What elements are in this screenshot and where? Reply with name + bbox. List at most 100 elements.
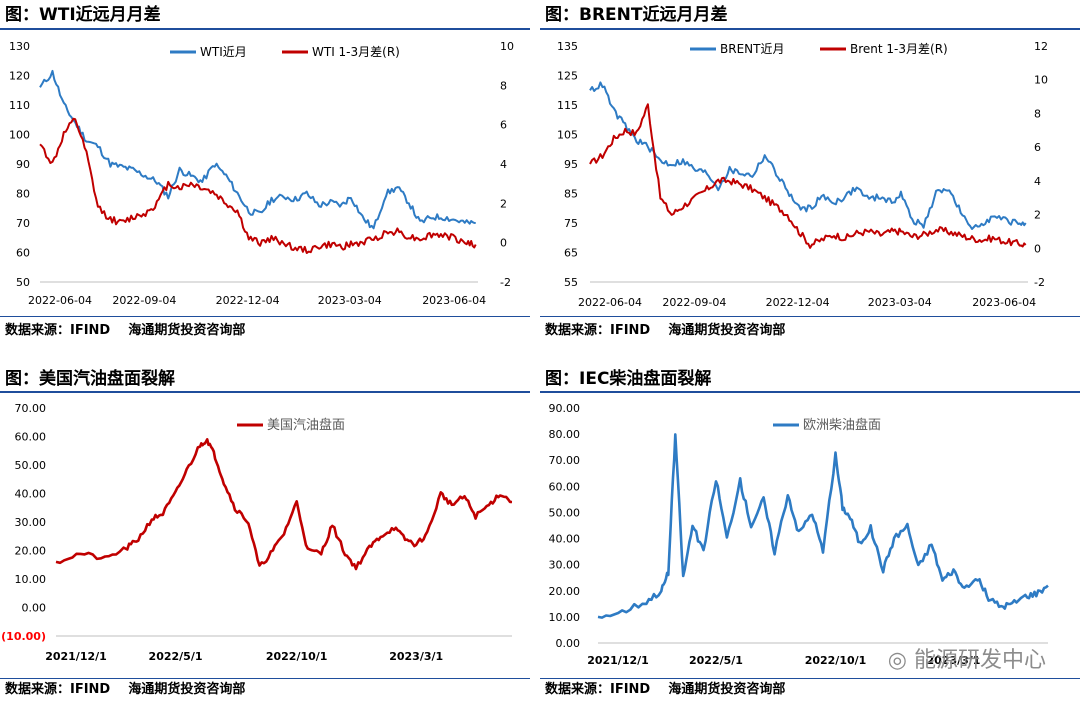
y-left-tick-label: 75 bbox=[564, 217, 578, 230]
y-left-tick-label: 55 bbox=[564, 276, 578, 289]
x-tick-label: 2023/3/1 bbox=[926, 654, 980, 667]
series-line-0 bbox=[589, 81, 1027, 230]
y-left-tick-label: 30.00 bbox=[15, 516, 47, 529]
chart-wti: 50 60 70 80 90 100 110 120 130 -2 0 2 4 6 8 10 2022-06-0… bbox=[9, 40, 514, 307]
y-left-tick-label: 125 bbox=[557, 70, 578, 83]
y-left-tick-label: 95 bbox=[564, 158, 578, 171]
y-left-tick-label: 80 bbox=[16, 188, 30, 201]
panel-us-gasoline: 图：美国汽油盘面裂解 (10.00) 0.00 10.00 20.00 30.00 40.… bbox=[0, 364, 530, 704]
y-right-tick-label: 4 bbox=[500, 158, 507, 171]
panel-title: 图：美国汽油盘面裂解 bbox=[5, 369, 175, 389]
y-left-tick-label: 10.00 bbox=[15, 573, 47, 586]
y-left-tick-label: 70.00 bbox=[15, 402, 47, 415]
x-tick-label: 2023/3/1 bbox=[389, 650, 443, 663]
y-left-tick-label: 0.00 bbox=[22, 602, 47, 615]
y-left-tick-label: 105 bbox=[557, 129, 578, 142]
y-left-tick-label: 50 bbox=[16, 276, 30, 289]
panel-title: 图：IEC柴油盘面裂解 bbox=[545, 369, 712, 389]
panel-wti: 图：WTI近远月月差 50 60 70 80 90 100 110 120 130 -2 0 2 4 6 8… bbox=[0, 0, 530, 352]
wechat-icon: ◎ bbox=[887, 648, 907, 673]
title-rule bbox=[0, 391, 530, 393]
watermark-text: 能源研发中心 bbox=[913, 648, 1046, 673]
y-left-tick-label: 90.00 bbox=[549, 402, 581, 415]
x-tick-label: 2021/12/1 bbox=[587, 654, 649, 667]
y-left-tick-label: 80.00 bbox=[549, 428, 581, 441]
source-rule bbox=[0, 678, 530, 679]
y-right-tick-label: 2 bbox=[1034, 209, 1041, 222]
y-left-tick-label: 50.00 bbox=[549, 506, 581, 519]
y-left-tick-label: 70.00 bbox=[549, 454, 581, 467]
y-left-tick-label: 70 bbox=[16, 217, 30, 230]
x-tick-label: 2022-06-04 bbox=[578, 296, 642, 309]
x-tick-label: 2021/12/1 bbox=[45, 650, 107, 663]
y-right-tick-label: -2 bbox=[1034, 276, 1045, 289]
y-right-tick-label: 0 bbox=[500, 237, 507, 250]
source-line: 数据来源：IFIND 海通期货投资咨询部 bbox=[545, 322, 785, 340]
y-right-tick-label: 12 bbox=[1034, 40, 1048, 53]
watermark: ◎ 能源研发中心 bbox=[888, 642, 1046, 674]
source-rule bbox=[0, 316, 530, 317]
y-left-tick-label: 120 bbox=[9, 70, 30, 83]
source-org: 海通期货投资咨询部 bbox=[668, 682, 786, 697]
y-left-tick-label: 50.00 bbox=[15, 459, 47, 472]
source-org: 海通期货投资咨询部 bbox=[128, 682, 246, 697]
source-line: 数据来源：IFIND 海通期货投资咨询部 bbox=[5, 322, 245, 340]
y-right-tick-label: 10 bbox=[1034, 74, 1048, 87]
y-left-tick-label: 90 bbox=[16, 158, 30, 171]
x-tick-label: 2022/10/1 bbox=[266, 650, 328, 663]
series-line-0 bbox=[39, 69, 476, 230]
y-left-tick-label: 60.00 bbox=[15, 431, 47, 444]
y-left-tick-label: 135 bbox=[557, 40, 578, 53]
y-left-tick-label: 40.00 bbox=[15, 488, 47, 501]
source-prefix: 数据来源：IFIND bbox=[545, 323, 651, 338]
title-rule bbox=[540, 28, 1080, 30]
legend-label: WTI 1-3月差(R) bbox=[312, 45, 400, 59]
source-org: 海通期货投资咨询部 bbox=[668, 323, 786, 338]
y-left-tick-label: 20.00 bbox=[549, 585, 581, 598]
chart-brent: 55 65 75 85 95 105 115 125 135 -2 0 2 4 6 8 10 12 2022-06… bbox=[557, 40, 1048, 309]
panel-iec-diesel: 图：IEC柴油盘面裂解 0.00 10.00 20.00 30.00 40.00 50.0… bbox=[540, 364, 1080, 704]
y-left-tick-label: 65 bbox=[564, 247, 578, 260]
panel-brent: 图：BRENT近远月月差 55 65 75 85 95 105 115 125 135 -2 0 2 4… bbox=[540, 0, 1080, 352]
source-line: 数据来源：IFIND 海通期货投资咨询部 bbox=[545, 681, 785, 699]
y-left-tick-label: 0.00 bbox=[556, 637, 581, 650]
panel-title: 图：BRENT近远月月差 bbox=[545, 5, 728, 25]
chart-us-gasoline: (10.00) 0.00 10.00 20.00 30.00 40.00 50.00 60.0… bbox=[1, 402, 513, 663]
x-tick-label: 2022-09-04 bbox=[662, 296, 726, 309]
legend-label: 美国汽油盘面 bbox=[267, 417, 345, 433]
y-left-tick-label: 60.00 bbox=[549, 480, 581, 493]
y-left-tick-label: 30.00 bbox=[549, 559, 581, 572]
y-left-tick-label: 130 bbox=[9, 40, 30, 53]
source-org: 海通期货投资咨询部 bbox=[128, 323, 246, 338]
y-left-tick-label: (10.00) bbox=[1, 630, 46, 643]
x-tick-label: 2023-06-04 bbox=[422, 294, 486, 307]
y-left-tick-label: 60 bbox=[16, 247, 30, 260]
y-left-tick-label: 115 bbox=[557, 99, 578, 112]
y-right-tick-label: 10 bbox=[500, 40, 514, 53]
y-right-tick-label: -2 bbox=[500, 276, 511, 289]
series-line-0 bbox=[597, 433, 1049, 619]
y-left-tick-label: 40.00 bbox=[549, 533, 581, 546]
series-line-1 bbox=[39, 117, 477, 254]
x-tick-label: 2022/10/1 bbox=[805, 654, 867, 667]
panel-title: 图：WTI近远月月差 bbox=[5, 5, 161, 25]
y-left-tick-label: 110 bbox=[9, 99, 30, 112]
y-right-tick-label: 8 bbox=[500, 79, 507, 92]
title-rule bbox=[0, 28, 530, 30]
legend-label: BRENT近月 bbox=[720, 42, 784, 56]
y-right-tick-label: 6 bbox=[1034, 141, 1041, 154]
source-prefix: 数据来源：IFIND bbox=[5, 682, 111, 697]
y-right-tick-label: 8 bbox=[1034, 107, 1041, 120]
x-tick-label: 2022-12-04 bbox=[216, 294, 280, 307]
y-right-tick-label: 6 bbox=[500, 119, 507, 132]
series-line-1 bbox=[589, 103, 1027, 249]
y-right-tick-label: 0 bbox=[1034, 242, 1041, 255]
source-rule bbox=[540, 316, 1080, 317]
source-line: 数据来源：IFIND 海通期货投资咨询部 bbox=[5, 681, 245, 699]
x-tick-label: 2022/5/1 bbox=[689, 654, 743, 667]
x-tick-label: 2022-12-04 bbox=[766, 296, 830, 309]
source-prefix: 数据来源：IFIND bbox=[5, 323, 111, 338]
x-tick-label: 2022-09-04 bbox=[112, 294, 176, 307]
chart-iec-diesel: 0.00 10.00 20.00 30.00 40.00 50.00 60.00 70.00 8… bbox=[549, 402, 1049, 667]
x-tick-label: 2022-06-04 bbox=[28, 294, 92, 307]
